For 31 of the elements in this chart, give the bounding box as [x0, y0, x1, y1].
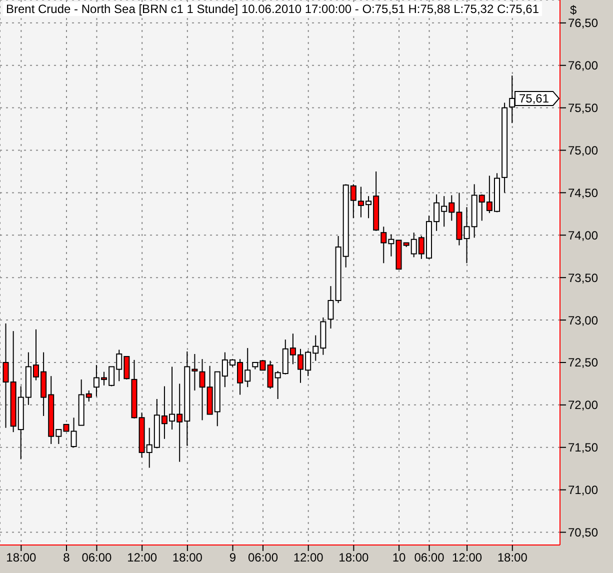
y-tick-label: 71,00: [568, 483, 598, 498]
x-tick-label: 9: [229, 550, 236, 565]
chart-title: Brent Crude - North Sea [BRN c1 1 Stunde] 10.06.2010 17:00:00 - O:75,51 H:75,88 L:75,32 C:75,61: [3, 2, 542, 16]
x-tick-label: 8: [63, 550, 70, 565]
x-tick-label: 18:00: [6, 550, 36, 565]
x-tick-label: 18:00: [497, 550, 528, 565]
x-tick-label: 12:00: [127, 550, 158, 565]
x-tick-label: 18:00: [338, 550, 370, 565]
y-tick-label: 72,50: [568, 356, 598, 370]
y-tick-label: 75,50: [568, 101, 598, 116]
y-tick-label: 75,00: [568, 144, 598, 158]
candlestick: [70, 417, 77, 448]
y-axis-title: $: [570, 3, 577, 17]
x-tick-label: 18:00: [172, 550, 203, 565]
text: 75,61: [519, 91, 550, 106]
y-tick-label: 72,00: [568, 398, 598, 412]
x-tick-label: 12:00: [452, 550, 482, 565]
x-tick-label: 06:00: [82, 550, 112, 565]
y-tick-label: 71,50: [568, 440, 598, 455]
y-tick-label: 73,00: [568, 313, 598, 328]
y-tick-label: 76,00: [568, 58, 598, 73]
x-tick-label: 06:00: [414, 550, 445, 565]
x-tick-label: 06:00: [248, 550, 278, 565]
x-tick-label: 12:00: [293, 550, 324, 565]
y-tick-label: 76,50: [568, 16, 598, 30]
x-tick-label: 10: [392, 550, 406, 565]
y-tick-label: 74,00: [568, 228, 598, 242]
y-tick-label: 73,50: [568, 270, 598, 285]
y-tick-label: 74,50: [568, 186, 598, 200]
y-tick-label: 70,50: [568, 526, 598, 540]
candlestick: [328, 286, 334, 330]
